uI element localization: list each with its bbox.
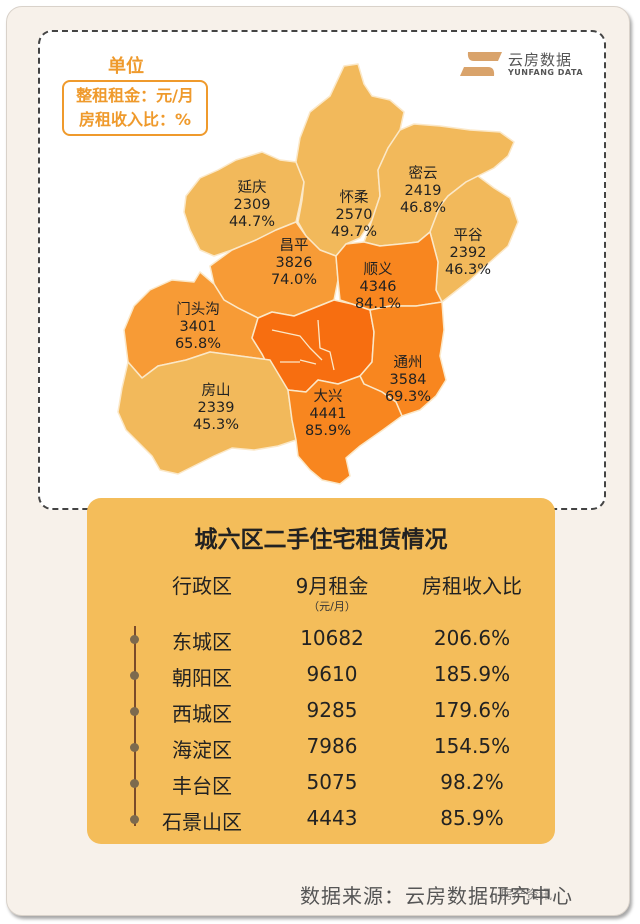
district-name: 平谷 <box>453 228 483 244</box>
district-ratio: 85.9% <box>304 423 352 439</box>
district-rent: 2392 <box>449 245 487 261</box>
table-row: 海淀区 7986 154.5% <box>87 734 555 768</box>
district-rent: 3826 <box>275 255 313 271</box>
district-rent: 2419 <box>404 183 442 199</box>
cell-district: 朝阳区 <box>172 666 232 690</box>
header-ratio: 房租收入比 <box>422 574 522 598</box>
cell-rent: 9285 <box>306 698 358 722</box>
unit-legend-rent: 整租租金：元/月 <box>76 86 194 105</box>
map-label-huairou: 怀柔 2570 49.7% <box>331 190 377 241</box>
header-rent: 9月租金 <box>295 574 369 598</box>
map-region-yanqing <box>183 151 305 257</box>
district-ratio: 74.0% <box>270 272 318 288</box>
cell-district: 西城区 <box>172 702 232 726</box>
yunfang-logo-icon <box>460 52 502 76</box>
cell-district: 丰台区 <box>172 774 232 798</box>
district-ratio: 49.7% <box>330 224 378 240</box>
map-label-yanqing: 延庆 2309 44.7% <box>229 180 275 231</box>
cell-rent: 5075 <box>306 770 358 794</box>
cell-rent: 4443 <box>306 806 358 830</box>
unit-legend-title: 单位 <box>108 56 144 77</box>
district-name: 怀柔 <box>339 190 369 206</box>
district-rent: 2570 <box>335 207 373 223</box>
district-ratio: 46.8% <box>399 200 447 216</box>
cell-ratio: 85.9% <box>440 806 504 830</box>
timeline-dot-icon <box>130 635 139 644</box>
header-rent-unit: （元/月） <box>308 600 356 613</box>
logo-en-text: YUNFANG DATA <box>508 67 584 77</box>
table-row: 石景山区 4443 85.9% <box>87 806 555 840</box>
map-region-daxing <box>287 375 403 485</box>
timeline-dot-icon <box>130 707 139 716</box>
timeline-dot-icon <box>130 815 139 824</box>
cell-rent: 9610 <box>306 662 358 686</box>
cell-district: 东城区 <box>172 630 232 654</box>
map-label-shunyi: 顺义 4346 84.1% <box>355 262 401 313</box>
district-rent: 2339 <box>197 400 235 416</box>
table-row: 东城区 10682 206.6% <box>87 626 555 660</box>
cell-ratio: 179.6% <box>433 698 511 722</box>
core-districts-panel: 城六区二手住宅租赁情况 行政区 9月租金 房租收入比 （元/月） 东城区 106… <box>87 498 555 844</box>
table-row: 丰台区 5075 98.2% <box>87 770 555 804</box>
yunfang-logo: 云房数据 YUNFANG DATA <box>458 50 583 78</box>
unit-legend-ratio: 房租收入比：% <box>78 110 192 129</box>
district-rent: 3401 <box>179 319 217 335</box>
district-rent: 2309 <box>233 197 271 213</box>
district-rent: 3584 <box>389 372 427 388</box>
cell-rent: 10682 <box>300 626 364 650</box>
beijing-map <box>117 63 519 485</box>
cell-district: 海淀区 <box>172 738 232 762</box>
map-label-fangshan: 房山 2339 45.3% <box>193 383 239 434</box>
district-ratio: 69.3% <box>384 389 432 405</box>
district-ratio: 44.7% <box>228 214 276 230</box>
map-label-miyun: 密云 2419 46.8% <box>400 166 446 217</box>
district-name: 大兴 <box>313 389 343 405</box>
district-name: 通州 <box>393 355 423 371</box>
district-ratio: 65.8% <box>174 336 222 352</box>
map-region-tongzhou <box>359 301 447 417</box>
map-region-fangshan <box>117 351 297 475</box>
district-rent: 4346 <box>359 279 397 295</box>
cell-ratio: 154.5% <box>433 734 511 758</box>
panel-title: 城六区二手住宅租赁情况 <box>194 527 448 553</box>
header-district: 行政区 <box>172 574 232 598</box>
map-label-pinggu: 平谷 2392 46.3% <box>445 228 491 279</box>
cell-ratio: 98.2% <box>440 770 504 794</box>
district-name: 密云 <box>408 166 438 182</box>
map-label-daxing: 大兴 4441 85.9% <box>305 389 351 440</box>
table-row: 西城区 9285 179.6% <box>87 698 555 732</box>
data-source-footer: 数据来源：云房数据研究中心 <box>300 884 573 908</box>
cell-ratio: 206.6% <box>433 626 511 650</box>
map-label-changping: 昌平 3826 74.0% <box>271 238 317 289</box>
district-name: 门头沟 <box>176 302 220 318</box>
timeline-dot-icon <box>130 671 139 680</box>
cell-district: 石景山区 <box>162 810 242 834</box>
timeline-dot-icon <box>130 743 139 752</box>
district-name: 昌平 <box>279 238 309 254</box>
logo-cn-text: 云房数据 <box>508 50 573 69</box>
map-label-tongzhou: 通州 3584 69.3% <box>385 355 431 406</box>
district-name: 顺义 <box>363 262 393 278</box>
district-ratio: 46.3% <box>444 262 492 278</box>
district-ratio: 84.1% <box>354 296 402 312</box>
cell-ratio: 185.9% <box>433 662 511 686</box>
cell-rent: 7986 <box>306 734 358 758</box>
map-label-mentougou: 门头沟 3401 65.8% <box>175 302 221 353</box>
table-row: 朝阳区 9610 185.9% <box>87 662 555 696</box>
district-rent: 4441 <box>309 406 347 422</box>
district-name: 房山 <box>201 383 231 399</box>
district-ratio: 45.3% <box>192 417 240 433</box>
district-name: 延庆 <box>237 180 267 196</box>
timeline-line <box>134 626 136 826</box>
watermark-text: 房产资讯 <box>500 888 553 903</box>
unit-legend-box: 整租租金：元/月 房租收入比：% <box>62 80 208 136</box>
timeline-dot-icon <box>130 779 139 788</box>
